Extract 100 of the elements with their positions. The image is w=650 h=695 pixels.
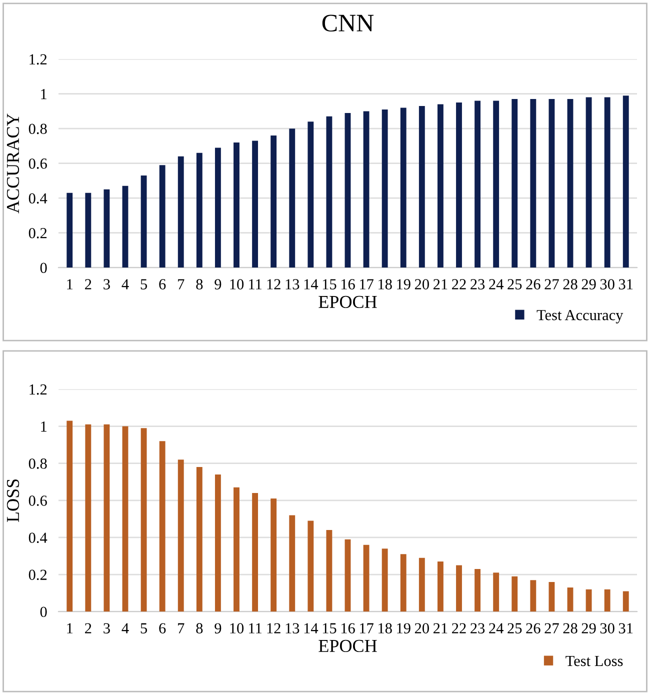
bar (234, 142, 240, 268)
x-tick-label: 26 (526, 279, 540, 290)
x-tick-label: 4 (122, 623, 129, 634)
x-tick-label: 22 (452, 279, 466, 290)
x-tick-label: 2 (85, 623, 92, 634)
y-tick-label: 0 (40, 262, 47, 274)
x-tick-label: 8 (196, 623, 203, 634)
bar (363, 544, 370, 612)
x-tick-label: 3 (104, 623, 110, 634)
x-tick-label: 19 (397, 279, 410, 290)
bar (85, 424, 92, 612)
x-tick-label: 7 (178, 279, 184, 290)
bar (567, 588, 574, 612)
x-tick-label: 18 (378, 623, 392, 634)
bar (234, 487, 240, 612)
x-tick-label: 12 (267, 279, 280, 290)
x-tick-label: 29 (582, 279, 596, 290)
bar (567, 99, 574, 268)
bar (493, 100, 500, 268)
bar (456, 565, 462, 612)
bar (104, 189, 110, 268)
legend-label: Test Loss (566, 656, 623, 666)
x-axis-title: EPOCH (318, 296, 377, 308)
bar (140, 428, 147, 612)
bar (548, 99, 555, 268)
x-tick-label: 4 (122, 279, 129, 290)
bar (382, 548, 388, 612)
x-tick-label: 11 (249, 279, 262, 290)
bar (363, 111, 370, 268)
bar (400, 108, 406, 268)
x-tick-label: 5 (140, 623, 148, 634)
x-tick-label: 15 (322, 279, 336, 290)
bar (622, 96, 629, 268)
x-tick-label: 6 (159, 623, 166, 634)
bar (178, 156, 184, 268)
bar (122, 186, 128, 268)
bar (456, 102, 462, 268)
x-tick-label: 12 (267, 623, 280, 634)
bar (586, 97, 592, 268)
x-tick-label: 16 (341, 623, 355, 634)
x-tick-label: 1 (67, 623, 73, 634)
bar (308, 122, 314, 268)
bar (344, 112, 351, 268)
x-tick-label: 18 (378, 279, 392, 290)
y-tick-label: 0.2 (28, 570, 47, 580)
bar (530, 99, 536, 268)
y-tick-label: 0.2 (28, 228, 47, 238)
bar (493, 572, 500, 612)
chart-title: CNN (322, 14, 374, 32)
bar (382, 109, 388, 268)
bar (178, 460, 184, 612)
y-axis-title: ACCURACY (6, 114, 20, 214)
x-tick-label: 30 (600, 279, 614, 290)
x-tick-label: 11 (249, 623, 262, 634)
bar (418, 106, 425, 268)
x-tick-label: 14 (304, 623, 318, 634)
x-tick-label: 24 (489, 279, 504, 290)
x-tick-label: 9 (214, 623, 222, 634)
x-tick-label: 30 (600, 623, 614, 634)
bar (512, 99, 518, 268)
bar (474, 568, 481, 612)
bar (85, 192, 92, 268)
y-tick-label: 0.8 (28, 458, 47, 469)
bar (66, 192, 73, 268)
x-tick-label: 25 (508, 279, 522, 290)
bar (196, 467, 202, 612)
x-tick-label: 26 (526, 623, 540, 634)
bar (586, 589, 592, 612)
x-tick-label: 25 (508, 623, 522, 634)
bar (418, 558, 425, 612)
y-tick-label: 0.4 (28, 193, 48, 204)
x-tick-label: 31 (618, 279, 633, 290)
bar (214, 148, 221, 268)
x-tick-label: 2 (85, 279, 92, 290)
bar (474, 100, 481, 268)
y-tick-label: 1.2 (30, 54, 47, 65)
x-tick-label: 19 (397, 623, 410, 634)
y-tick-label: 1 (41, 421, 46, 432)
x-tick-label: 20 (414, 623, 429, 634)
x-tick-label: 21 (433, 279, 448, 290)
bar (66, 420, 73, 612)
x-tick-label: 17 (360, 279, 374, 290)
bar (308, 520, 314, 612)
bar (196, 152, 202, 268)
bar (159, 165, 166, 268)
bar (512, 576, 518, 612)
x-tick-label: 9 (214, 279, 222, 290)
x-tick-label: 8 (196, 279, 203, 290)
x-tick-label: 23 (470, 279, 485, 290)
y-tick-label: 0.4 (28, 532, 48, 543)
bar (326, 530, 332, 612)
bar (214, 474, 221, 612)
x-axis-title: EPOCH (318, 640, 377, 652)
bar (104, 424, 110, 612)
bar (530, 580, 536, 612)
bar (604, 589, 610, 612)
x-tick-label: 3 (104, 279, 110, 290)
x-tick-label: 21 (433, 623, 448, 634)
x-tick-label: 22 (452, 623, 466, 634)
bar (437, 104, 444, 268)
